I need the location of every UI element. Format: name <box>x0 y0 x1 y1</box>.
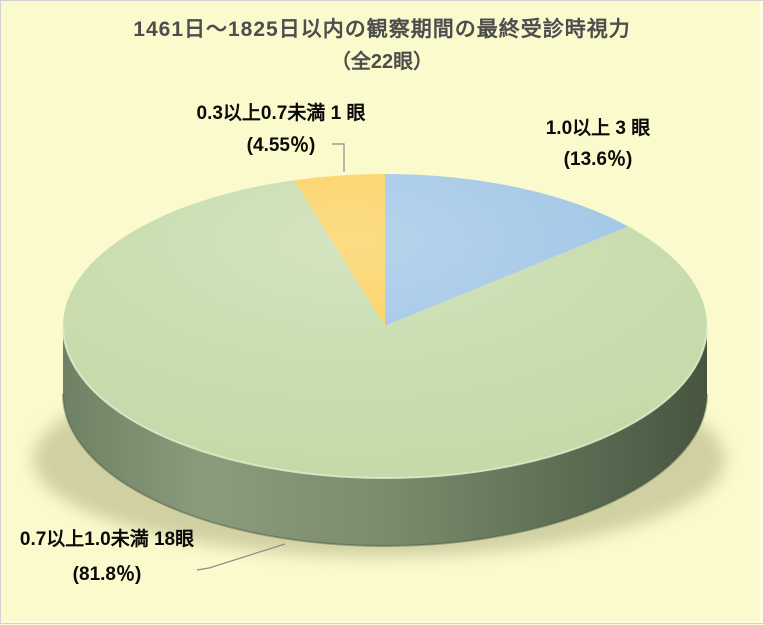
slice-label-0.7-1.0: 0.7以上1.0未満 18眼 (81.8％) <box>1 522 213 592</box>
slice-label-percent: (81.8％) <box>72 564 142 585</box>
slice-label-1.0-over: 1.0以上 3 眼 (13.6％) <box>498 113 698 175</box>
slice-label-percent: (13.6％) <box>563 149 633 170</box>
slice-label-text: 0.7以上1.0未満 18眼 <box>19 529 195 550</box>
slice-label-0.3-0.7: 0.3以上0.7未満 1 眼 (4.55％) <box>156 98 406 162</box>
chart-title-line1: 1461日〜1825日以内の観察期間の最終受診時視力 <box>133 18 631 41</box>
leader-line-yellow <box>332 143 345 172</box>
leader-line-green <box>196 543 286 571</box>
chart-title-line2: （全22眼） <box>330 51 434 73</box>
pie-sheen-overlay <box>63 174 707 478</box>
slice-label-text: 0.3以上0.7未満 1 眼 <box>196 103 366 124</box>
pie-bottom-edge <box>62 393 708 547</box>
slice-label-text: 1.0以上 3 眼 <box>545 118 651 139</box>
pie-side-walls <box>63 326 707 546</box>
pie-side-0.7以上1.0未満 <box>63 326 707 546</box>
chart-title: 1461日〜1825日以内の観察期間の最終受診時視力 （全22眼） <box>1 15 763 79</box>
slice-label-percent: (4.55％) <box>246 135 316 156</box>
